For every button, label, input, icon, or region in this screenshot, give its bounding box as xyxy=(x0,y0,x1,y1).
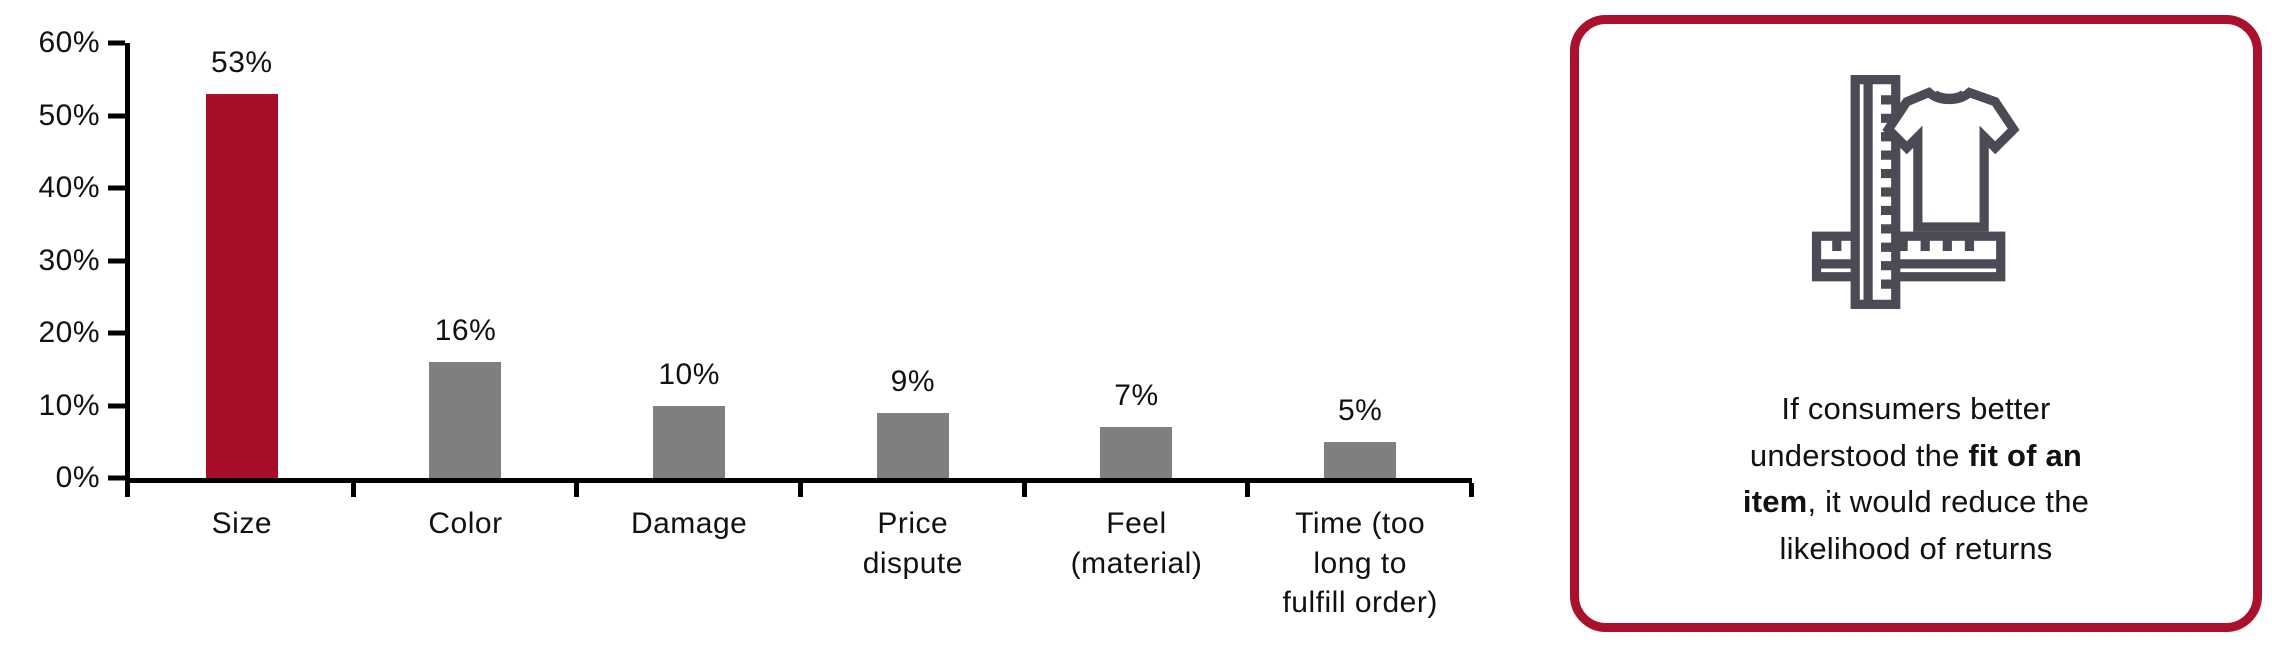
insight-card: If consumers better understood the fit o… xyxy=(1570,15,2262,632)
category-label-feel: Feel (material) xyxy=(1070,507,1203,580)
y-axis-tick xyxy=(108,403,125,408)
x-axis-tick xyxy=(125,483,130,497)
x-axis-tick xyxy=(1021,483,1027,497)
bar-damage xyxy=(653,405,726,478)
bar-column-price: 9% xyxy=(801,43,1025,478)
bar-value-label: 5% xyxy=(1337,393,1383,427)
bar-value-label: 7% xyxy=(1114,379,1159,413)
y-axis-tick-label: 0% xyxy=(55,461,100,494)
y-axis-tick xyxy=(108,40,125,46)
y-axis-tick-label: 50% xyxy=(38,98,100,132)
ruler-and-tshirt-icon xyxy=(1811,75,2020,309)
x-axis-tick xyxy=(574,483,580,497)
x-axis-tick xyxy=(1245,483,1251,497)
y-axis-tick xyxy=(108,330,125,336)
bar-time-too xyxy=(1324,441,1397,478)
category-label-time-too: Time (too long to fulfill order) xyxy=(1282,507,1438,620)
bar-value-label: 9% xyxy=(890,364,935,398)
category-label-price: Price dispute xyxy=(862,507,963,580)
x-axis-tick xyxy=(350,483,356,497)
insight-text: If consumers better understood the fit o… xyxy=(1743,386,2089,572)
y-axis-tick xyxy=(108,113,125,118)
x-axis-tick xyxy=(798,483,803,497)
insight-text-bold: fit of an item xyxy=(1742,437,2083,520)
category-label-color: Color xyxy=(428,507,503,540)
y-axis-tick-label: 20% xyxy=(38,316,100,349)
category-label-size: Size xyxy=(211,507,272,540)
bar-size xyxy=(205,93,278,478)
y-axis-tick-label: 10% xyxy=(38,388,100,422)
y-axis-tick xyxy=(108,185,125,191)
x-axis-tick xyxy=(1469,483,1474,497)
bar-column-time-too: 5% xyxy=(1248,43,1472,478)
bar-value-label: 53% xyxy=(211,45,273,79)
y-axis-tick-label: 40% xyxy=(38,171,100,204)
bar-column-feel: 7% xyxy=(1025,43,1249,478)
insight-text-segment: If consumers better understood the xyxy=(1749,391,2051,473)
category-label-damage: Damage xyxy=(630,507,748,540)
y-axis-tick-label: 30% xyxy=(38,243,100,277)
bar-color xyxy=(429,362,502,478)
bar-feel xyxy=(1100,427,1173,478)
bar-price xyxy=(876,412,949,478)
plot-area: 0% 10% 20% 30% 40% 50% 60% 53% Size 16% Color 10% Da… xyxy=(38,26,1474,619)
bar-column-damage: 10% xyxy=(577,43,801,478)
y-axis-tick-label: 60% xyxy=(38,26,100,59)
bar-column-size: 53% xyxy=(130,43,354,478)
y-axis-tick xyxy=(108,475,125,481)
y-axis-tick xyxy=(108,258,125,263)
insight-text-segment: , it would reduce the likelihood of retu… xyxy=(1779,484,2090,566)
bar-value-label: 10% xyxy=(658,357,720,391)
bar-column-color: 16% xyxy=(354,43,578,478)
bar-value-label: 16% xyxy=(434,314,497,347)
